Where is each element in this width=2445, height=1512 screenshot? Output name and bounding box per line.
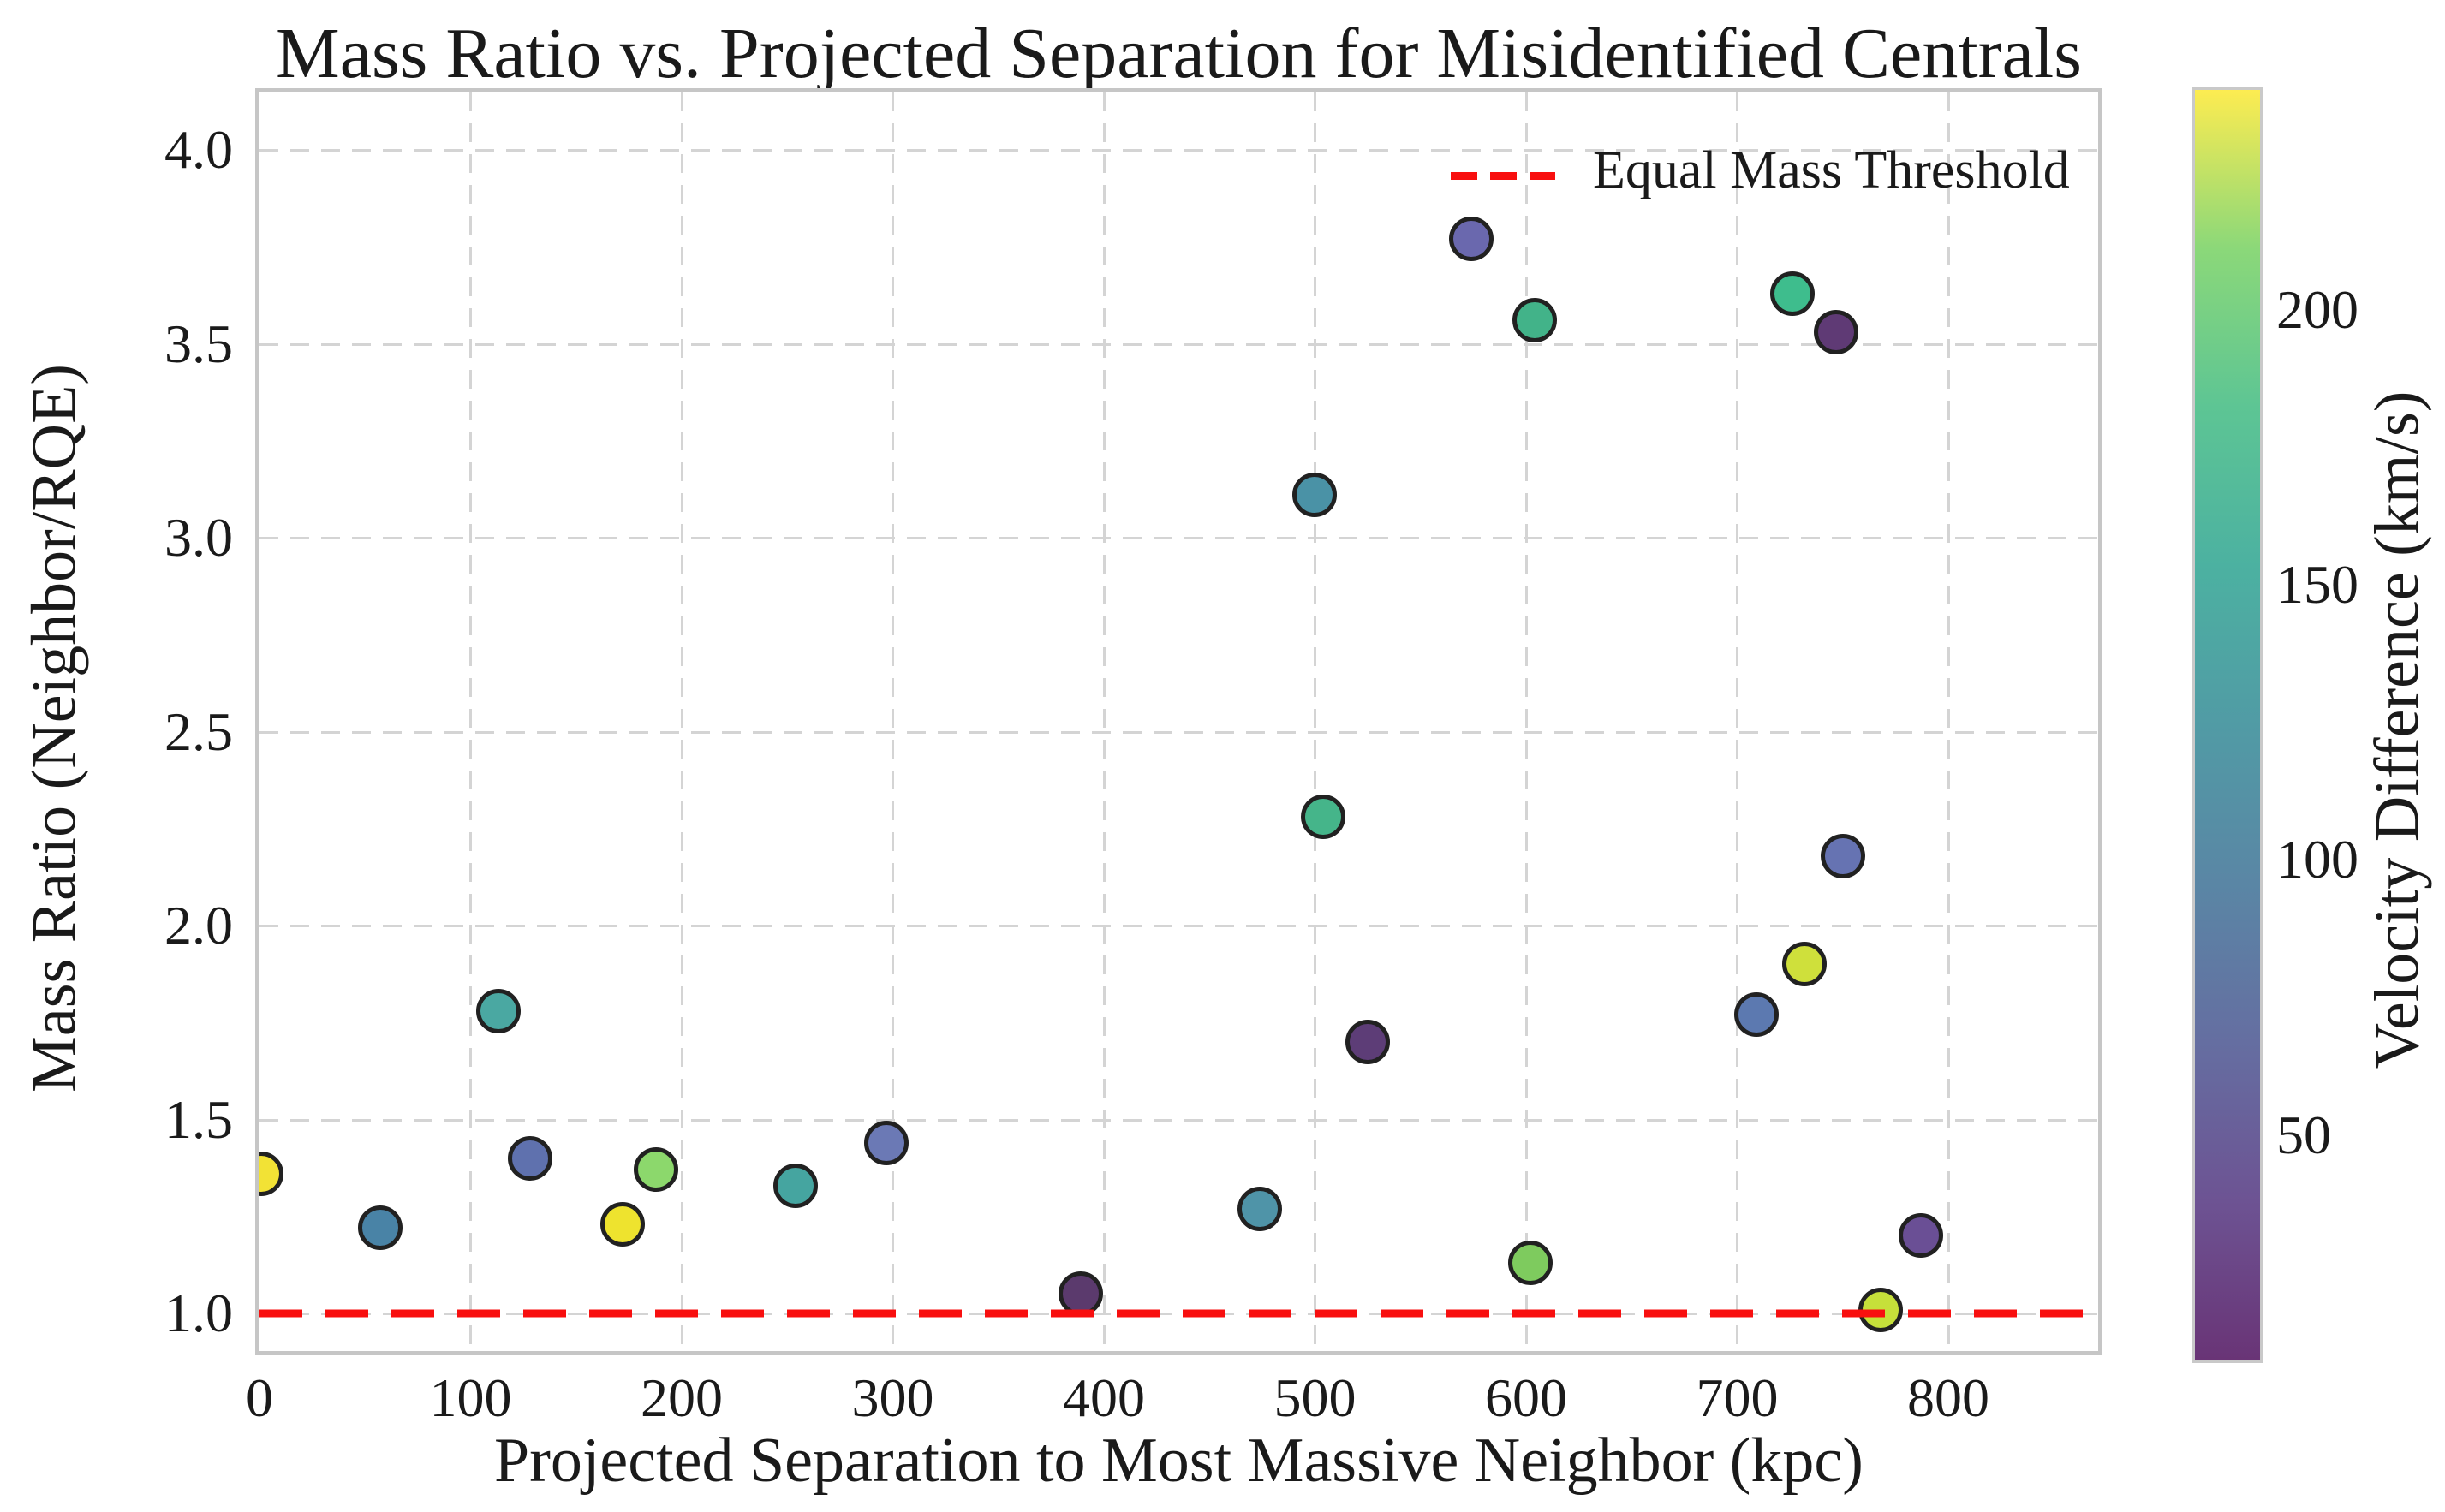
legend-label: Equal Mass Threshold: [1593, 141, 2070, 199]
colorbar-label: Velocity Difference (km/s): [2362, 390, 2433, 1069]
x-tick-label: 500: [1273, 1367, 1357, 1428]
chart-title: Mass Ratio vs. Projected Separation for …: [276, 14, 2082, 93]
x-tick-label: 100: [429, 1367, 512, 1428]
gridline-y: [259, 149, 2098, 152]
data-point: [1820, 833, 1865, 878]
legend-dash-sample: [1451, 172, 1555, 180]
colorbar-tick-label: 100: [2276, 829, 2359, 890]
y-tick-label: 4.0: [164, 119, 233, 181]
gridline-x: [469, 92, 473, 1351]
data-point: [1858, 1287, 1904, 1332]
data-point: [1733, 992, 1779, 1038]
y-tick-label: 2.0: [164, 895, 233, 956]
gridline-x: [1102, 92, 1106, 1351]
colorbar: [2192, 87, 2263, 1363]
data-point: [599, 1201, 645, 1247]
data-point: [1292, 473, 1338, 518]
y-tick-label: 2.5: [164, 700, 233, 762]
x-tick-label: 800: [1906, 1367, 1989, 1428]
gridline-y: [259, 1118, 2098, 1122]
y-axis-label: Mass Ratio (Neighbor/RQE): [19, 364, 90, 1092]
gridline-y: [259, 925, 2098, 928]
gridline-x: [680, 92, 683, 1351]
gridline-x: [1736, 92, 1739, 1351]
y-tick-label: 1.5: [164, 1088, 233, 1150]
y-tick-label: 3.0: [164, 507, 233, 568]
data-point: [1782, 942, 1828, 987]
gridline-x: [1947, 92, 1950, 1351]
y-tick-label: 3.5: [164, 313, 233, 374]
data-point: [1898, 1213, 1943, 1259]
data-point: [773, 1163, 819, 1208]
x-tick-label: 600: [1484, 1367, 1567, 1428]
plot-area: Equal Mass Threshold: [255, 88, 2102, 1355]
colorbar-tick-label: 150: [2276, 554, 2359, 616]
x-tick-label: 0: [246, 1367, 273, 1428]
y-tick-label: 1.0: [164, 1283, 233, 1344]
colorbar-tick-label: 50: [2276, 1104, 2331, 1165]
data-point: [1507, 1241, 1553, 1286]
data-point: [1769, 271, 1815, 316]
x-tick-label: 200: [640, 1367, 723, 1428]
x-axis-ticks: 0 100 200 300 400 500 600 700 800: [246, 1366, 2098, 1435]
x-tick-label: 300: [851, 1367, 934, 1428]
gridline-x: [892, 92, 895, 1351]
x-axis-label: Projected Separation to Most Massive Nei…: [494, 1426, 1864, 1496]
equal-mass-threshold-line: [259, 1309, 2098, 1318]
colorbar-ticks: 50 100 150 200: [2276, 90, 2413, 1360]
data-point: [1237, 1186, 1283, 1231]
data-point: [1448, 217, 1494, 262]
gridline-y: [259, 730, 2098, 734]
gridline-x: [1524, 92, 1528, 1351]
data-point: [357, 1205, 403, 1251]
gridline-y: [259, 537, 2098, 540]
data-point: [507, 1135, 552, 1181]
legend: Equal Mass Threshold: [1451, 141, 2070, 206]
data-point: [1814, 309, 1859, 354]
colorbar-tick-label: 200: [2276, 278, 2359, 340]
gridline-y: [259, 342, 2098, 346]
data-point: [634, 1147, 679, 1193]
data-point: [864, 1120, 909, 1165]
x-tick-label: 700: [1696, 1367, 1779, 1428]
x-tick-label: 400: [1062, 1367, 1145, 1428]
data-point: [475, 988, 521, 1033]
colorbar-gradient: [2195, 90, 2260, 1360]
y-axis-ticks: 1.0 1.5 2.0 2.5 3.0 3.5 4.0: [0, 92, 233, 1351]
data-point: [1301, 795, 1346, 840]
gridline-x: [1314, 92, 1317, 1351]
data-point: [1345, 1019, 1391, 1064]
data-point: [259, 1151, 284, 1196]
data-point: [1512, 298, 1557, 343]
